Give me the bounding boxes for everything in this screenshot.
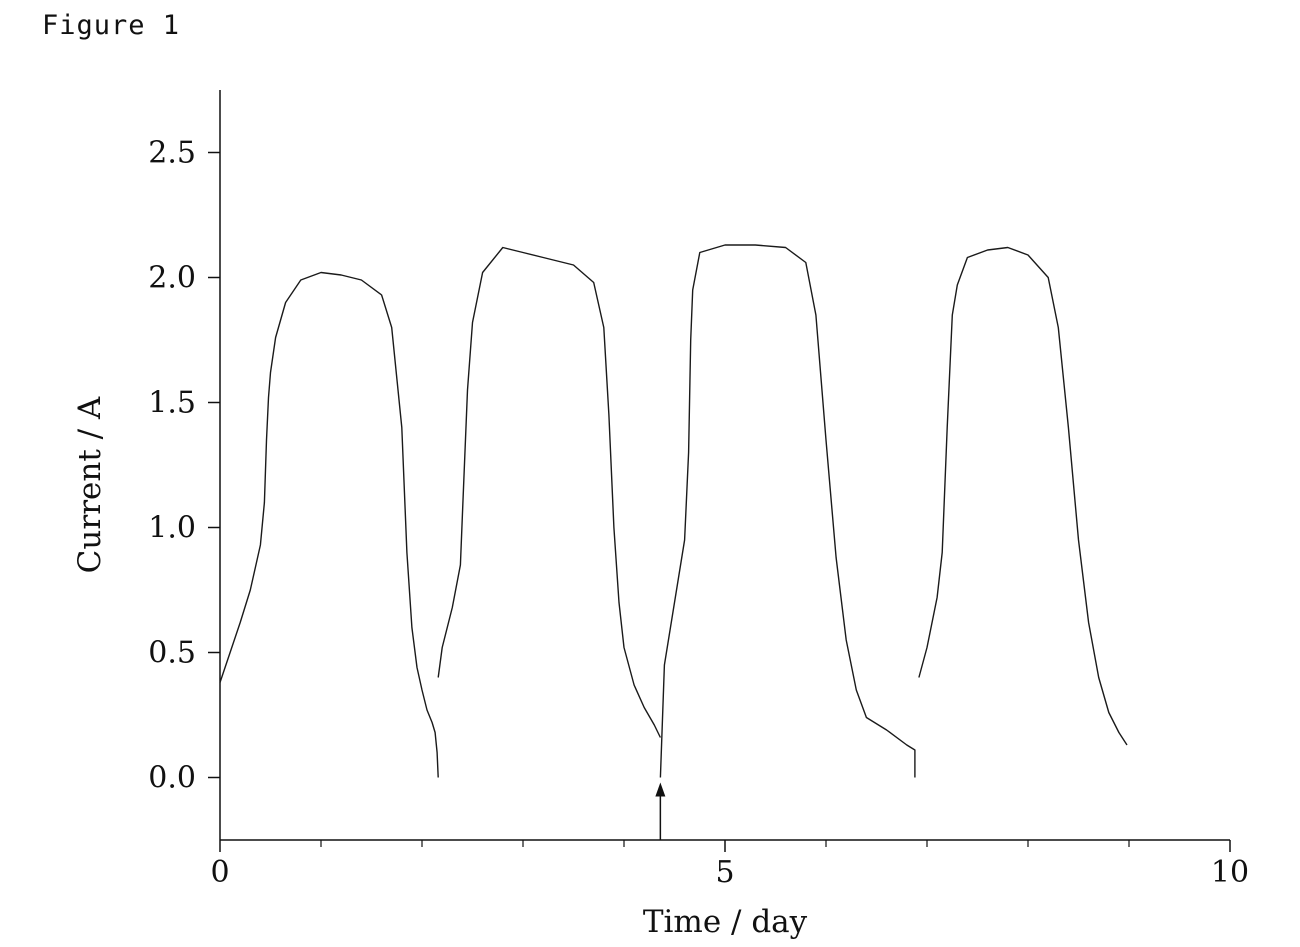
series-line-segment-3 xyxy=(659,244,916,778)
y-tick-label: 0.0 xyxy=(148,761,196,796)
data-series xyxy=(219,244,1128,778)
series-line-segment-1 xyxy=(219,271,439,778)
axes xyxy=(219,90,1230,841)
y-tick-label: 2.5 xyxy=(148,136,196,171)
x-tick-label: 5 xyxy=(715,855,734,890)
y-tick-label: 0.5 xyxy=(148,636,196,671)
annotations xyxy=(655,782,666,840)
x-tick-label: 0 xyxy=(210,855,229,890)
series-line-segment-2 xyxy=(437,246,662,738)
axis-tick-labels: 0 5 10 0.0 0.5 1.0 1.5 2.0 2.5 xyxy=(148,136,1249,891)
x-axis-title: Time / day xyxy=(643,904,808,940)
x-tick-label: 10 xyxy=(1211,855,1249,890)
y-axis-title: Current / A xyxy=(72,396,108,573)
figure-label: Figure 1 xyxy=(42,10,181,41)
y-tick-label: 2.0 xyxy=(148,261,196,296)
y-tick-label: 1.0 xyxy=(148,511,196,546)
arrow-head xyxy=(655,782,666,797)
y-tick-label: 1.5 xyxy=(148,386,196,421)
axis-ticks xyxy=(208,151,1231,852)
series-line-segment-4 xyxy=(918,246,1128,746)
